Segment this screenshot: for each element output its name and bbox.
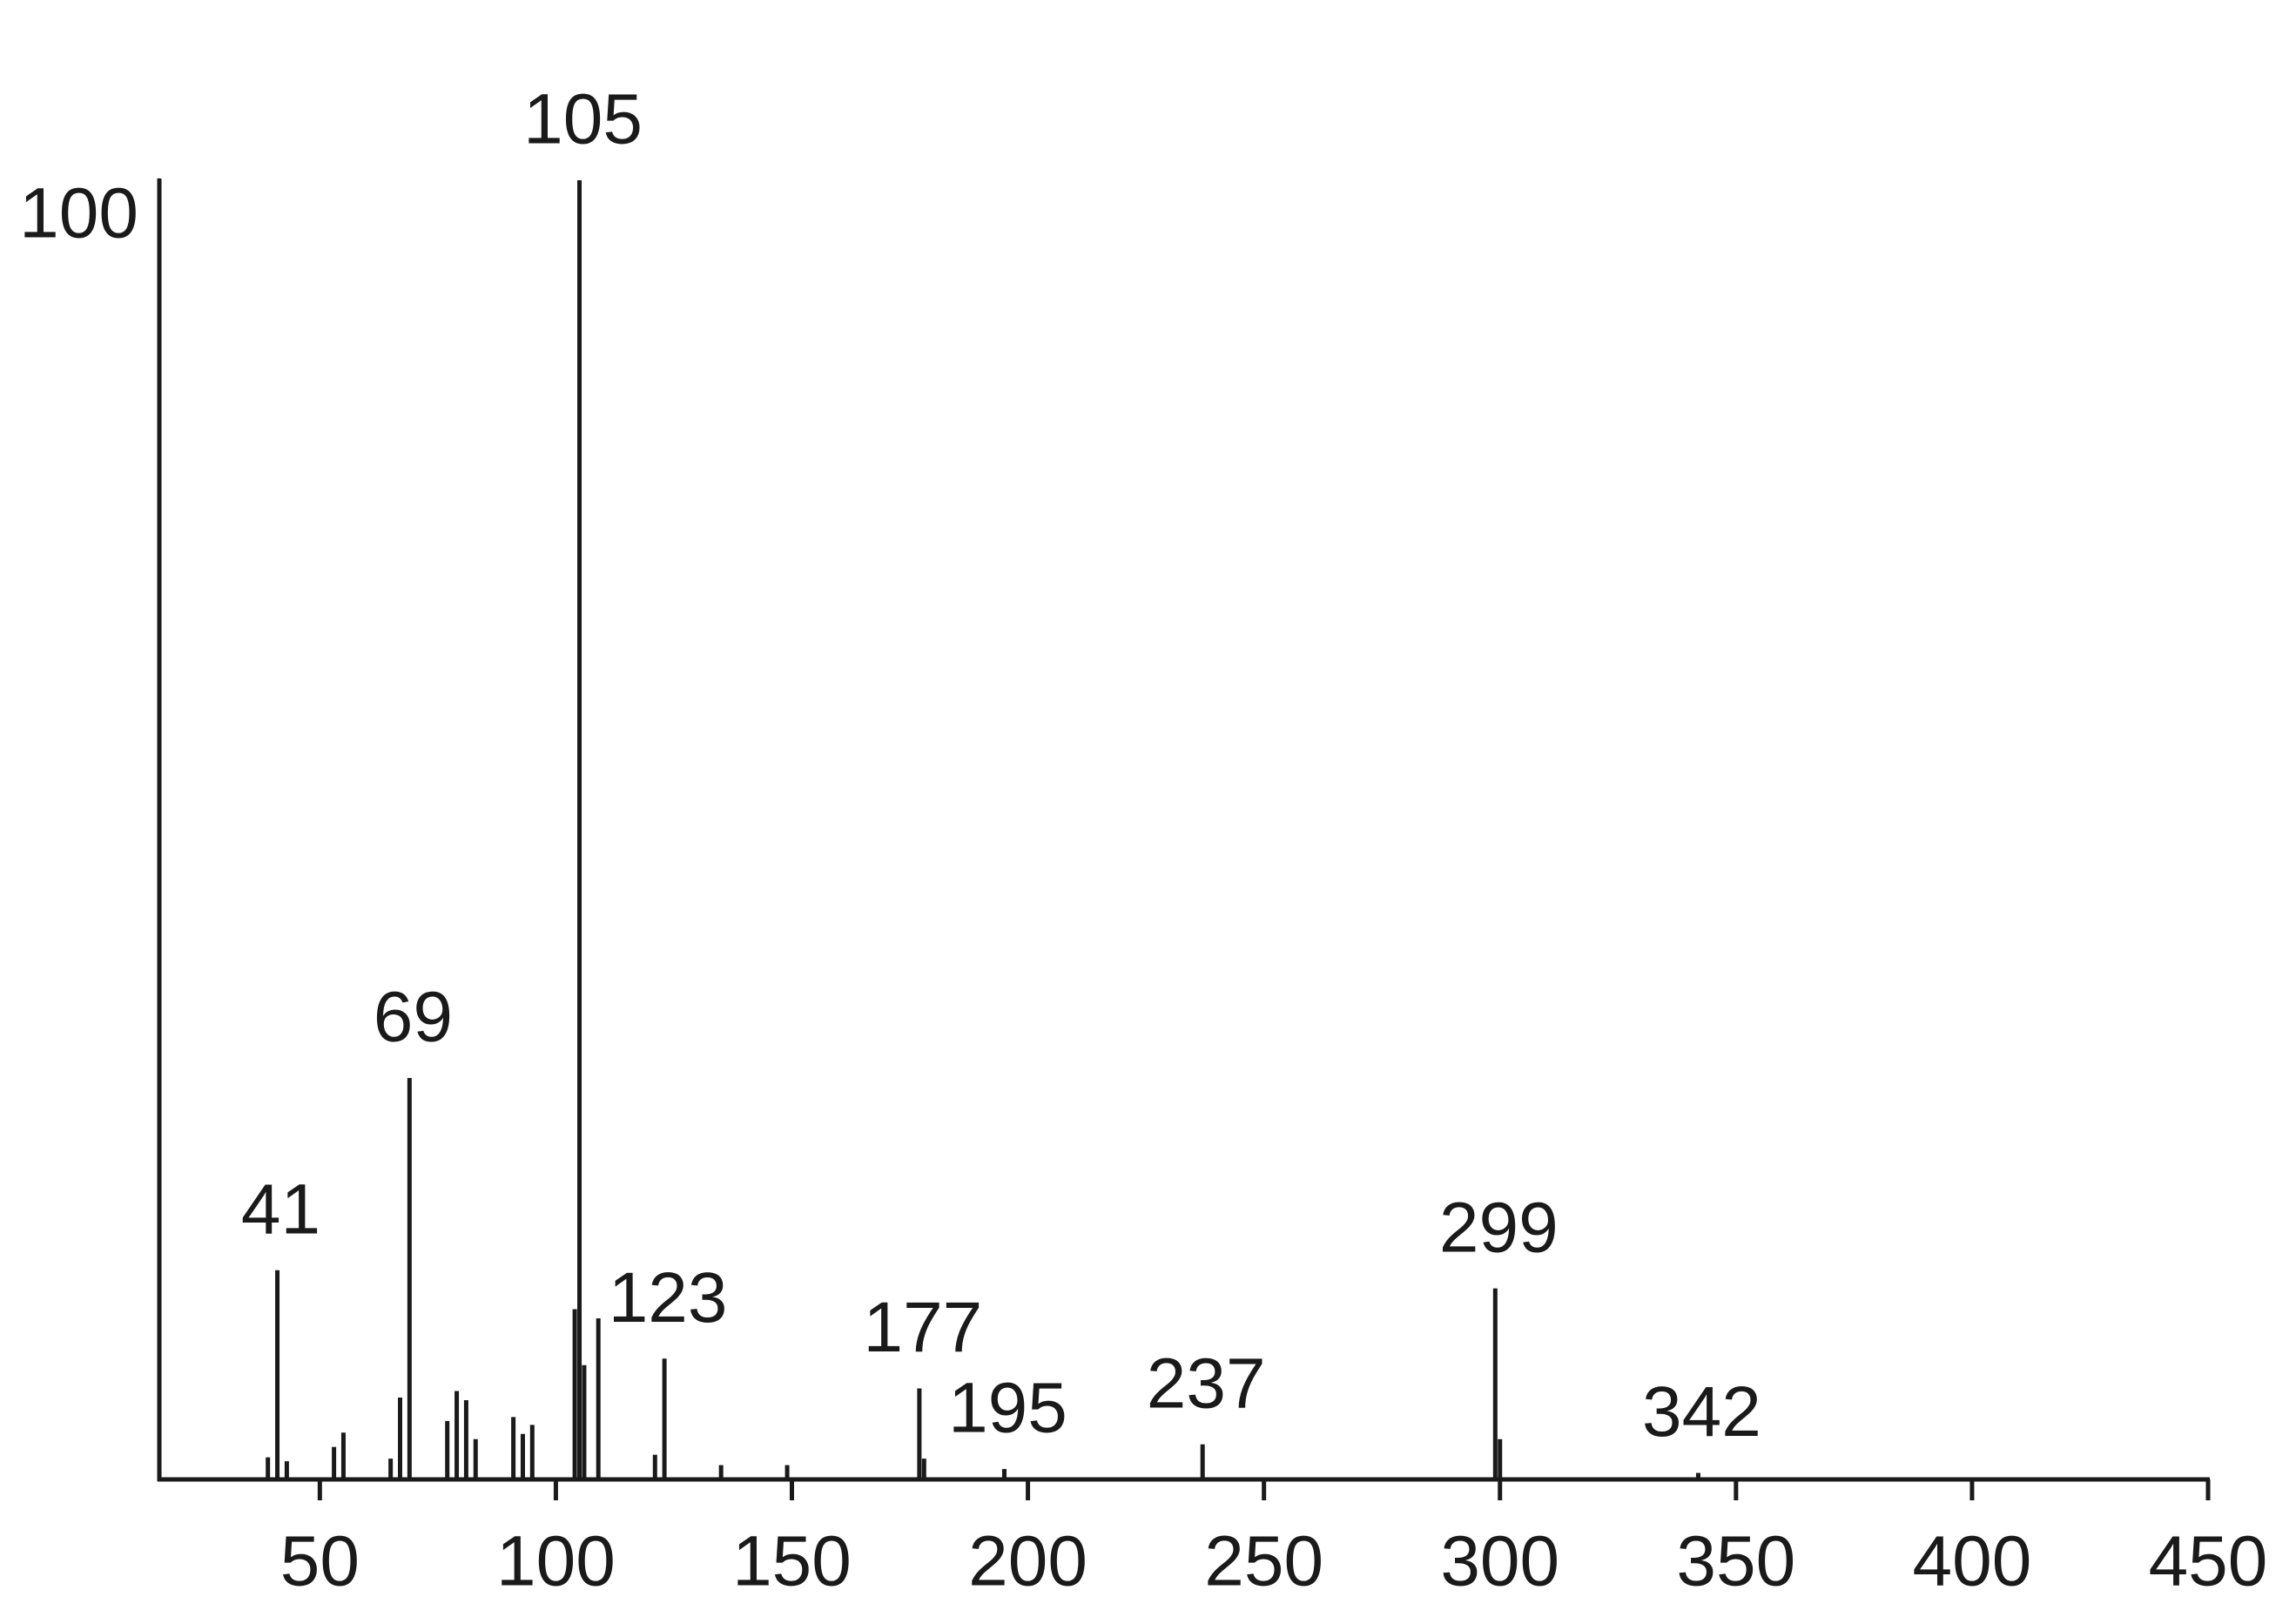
peak-label: 123 — [609, 1258, 728, 1337]
peak-label: 105 — [523, 80, 643, 159]
peak-label: 177 — [863, 1288, 982, 1367]
peak-label: 237 — [1147, 1344, 1266, 1423]
x-tick-label: 50 — [280, 1522, 360, 1601]
peak-label: 342 — [1642, 1372, 1761, 1452]
x-tick-label: 400 — [1913, 1522, 2032, 1601]
peak-label: 195 — [948, 1369, 1067, 1448]
peak-label: 69 — [374, 978, 453, 1057]
x-tick-label: 350 — [1676, 1522, 1795, 1601]
x-tick-label: 200 — [968, 1522, 1087, 1601]
x-tick-label: 300 — [1440, 1522, 1559, 1601]
x-tick-label: 450 — [2149, 1522, 2268, 1601]
x-tick-label: 100 — [496, 1522, 616, 1601]
x-tick-label: 250 — [1204, 1522, 1323, 1601]
peak-label: 299 — [1439, 1188, 1559, 1267]
peak-label: 41 — [241, 1169, 320, 1249]
y-tick-label: 100 — [19, 174, 138, 253]
x-tick-label: 150 — [732, 1522, 852, 1601]
